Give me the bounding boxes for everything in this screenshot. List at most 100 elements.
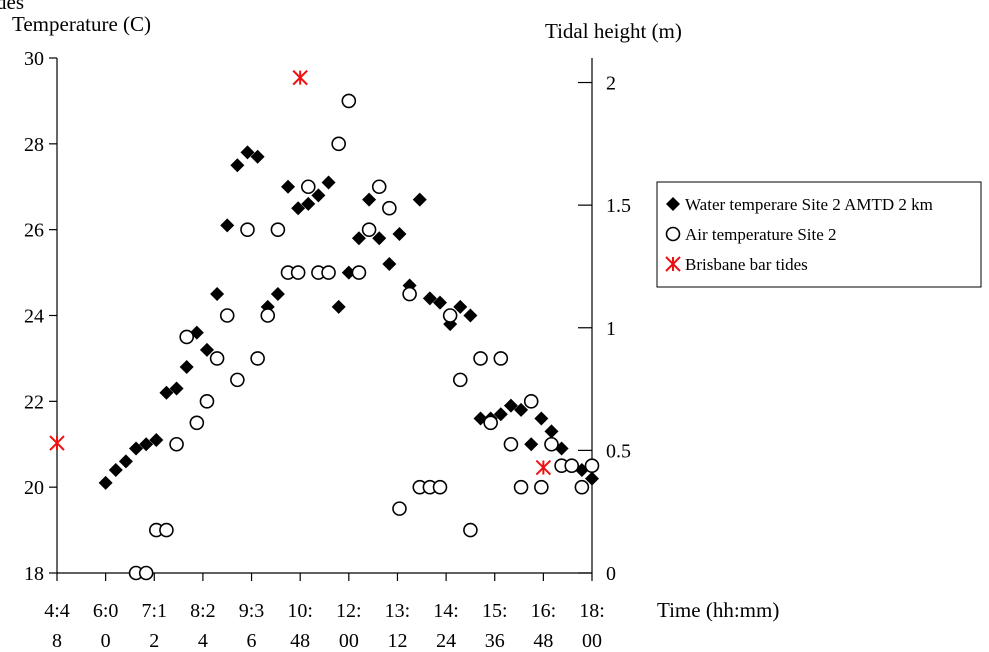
x-tick-label-line2: 2: [149, 630, 159, 652]
y-right-tick-label: 1: [606, 318, 616, 340]
plot-area: [49, 69, 600, 581]
legend-label-2: Brisbane bar tides: [685, 255, 808, 274]
data-point: [98, 475, 113, 490]
data-point: [199, 394, 215, 409]
data-point: [331, 299, 346, 314]
data-point: [452, 372, 468, 388]
y-right-tick-label: 2: [606, 73, 616, 95]
y-left-tick-label: 28: [24, 134, 44, 156]
series-1-points: [128, 93, 600, 581]
y-right-tick-label: 1.5: [606, 195, 631, 217]
data-point: [493, 407, 508, 422]
x-tick-label-line1: 8:2: [190, 600, 216, 622]
data-point: [463, 308, 478, 323]
y-left-tick-label: 24: [24, 306, 44, 328]
legend-label-0: Water temperare Site 2 AMTD 2 km: [685, 195, 933, 214]
data-point: [534, 479, 549, 495]
y-left-tick-label: 22: [24, 391, 44, 413]
data-point: [433, 295, 448, 310]
y-axis-left-ticks: 18 20 22 24 26 28 30: [24, 48, 57, 585]
data-point: [463, 522, 478, 538]
data-point: [189, 415, 205, 431]
data-point: [535, 459, 552, 476]
data-point: [372, 231, 387, 246]
x-tick-label-line1: 15:: [482, 600, 508, 622]
x-tick-label-line2: 36: [485, 630, 505, 652]
x-tick-label-line1: 4:4: [44, 600, 70, 622]
data-point: [210, 287, 225, 302]
data-point: [169, 436, 184, 452]
legend-marker-2: [665, 256, 681, 272]
y-right-tick-label: 0: [606, 563, 616, 585]
data-point: [514, 402, 529, 417]
y-left-tick-label: 30: [24, 48, 44, 70]
data-point: [392, 226, 407, 241]
data-point: [321, 175, 336, 190]
y-axis-right-ticks: 0 0.5 1 1.5 2: [578, 73, 631, 585]
data-point: [453, 299, 468, 314]
data-point: [260, 308, 276, 323]
x-tick-label-line1: 18:: [579, 600, 605, 622]
x-tick-label-line1: 9:3: [239, 600, 265, 622]
x-tick-label-line2: 0: [101, 630, 111, 652]
chart-title-fragment: des: [0, 0, 24, 14]
data-point: [230, 372, 245, 388]
y-left-tick-label: 20: [24, 477, 44, 499]
x-tick-label-line1: 6:0: [93, 600, 119, 622]
data-point: [412, 192, 427, 207]
data-point: [199, 342, 214, 357]
data-point: [331, 136, 346, 152]
y-left-tick-label: 18: [24, 563, 44, 585]
data-point: [290, 265, 306, 280]
data-point: [240, 222, 255, 237]
data-point: [442, 308, 458, 323]
data-point: [361, 222, 377, 237]
y-left-tick-label: 26: [24, 220, 44, 242]
data-point: [138, 565, 154, 581]
x-tick-label-line2: 6: [247, 630, 257, 652]
data-point: [382, 200, 397, 216]
data-point: [240, 145, 255, 160]
data-point: [473, 351, 488, 366]
data-point: [179, 360, 194, 374]
y-axis-left-title: Temperature (C): [12, 12, 151, 36]
data-point: [544, 424, 559, 439]
data-point: [513, 479, 529, 495]
data-point: [351, 265, 367, 280]
data-point: [392, 501, 407, 516]
data-point: [483, 415, 498, 431]
x-tick-label-line1: 14:: [433, 600, 459, 622]
x-tick-label-line2: 12: [387, 630, 407, 652]
data-point: [129, 441, 144, 456]
x-tick-label-line2: 8: [52, 630, 62, 652]
data-point: [301, 196, 316, 211]
data-point: [585, 471, 599, 486]
data-point: [179, 329, 194, 345]
legend-marker-0: [666, 197, 680, 211]
data-point: [422, 291, 437, 306]
data-point: [574, 479, 590, 495]
series-0-points: [98, 145, 599, 490]
data-point: [169, 381, 184, 396]
data-point: [108, 463, 123, 477]
data-point: [270, 222, 286, 237]
data-point: [291, 201, 306, 216]
data-point: [139, 437, 154, 452]
data-point: [321, 265, 336, 280]
x-axis-ticks: 4:4 8 6:0 0 7:1 2 8:2 4 9:3 6 10: 48 12: 00 13: 12 14: 24…: [44, 573, 605, 652]
legend: Water temperare Site 2 AMTD 2 km Air temp…: [656, 181, 982, 288]
data-point: [503, 398, 518, 413]
x-axis-title: Time (hh:mm): [657, 598, 779, 622]
x-tick-label-line1: 16:: [531, 600, 557, 622]
x-tick-label-line1: 10:: [287, 600, 313, 622]
data-point: [564, 458, 580, 474]
data-point: [250, 351, 265, 366]
data-point: [219, 308, 235, 323]
data-point: [250, 149, 265, 164]
series-2-points: [49, 69, 552, 476]
data-point: [341, 93, 357, 109]
data-point: [534, 411, 549, 426]
data-point: [292, 69, 308, 86]
x-tick-label-line2: 00: [582, 630, 602, 652]
